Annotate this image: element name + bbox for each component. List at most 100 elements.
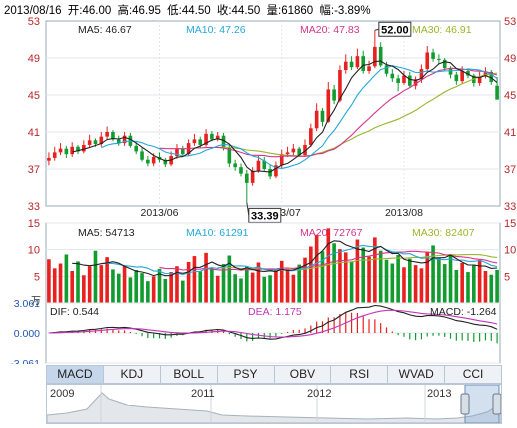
volume-bar <box>169 272 173 303</box>
volume-bar <box>477 259 482 303</box>
candle-body <box>122 135 127 144</box>
vol-legend-ma30: MA30: 82407 <box>412 227 475 239</box>
volume-bar <box>303 257 307 303</box>
price-ytick-right: 49 <box>504 53 516 65</box>
volume-bar <box>76 261 80 303</box>
candle-body <box>245 173 249 183</box>
volume-bar <box>320 251 325 303</box>
candle-body <box>58 148 63 153</box>
candle-body <box>495 85 499 100</box>
tab-cci[interactable]: CCI <box>462 367 484 381</box>
candle-body <box>116 139 121 144</box>
candle-body <box>93 140 98 145</box>
volume-bar <box>221 264 226 303</box>
candle-body <box>285 152 290 155</box>
vol-ma20-line <box>159 250 498 271</box>
tab-macd[interactable]: MACD <box>47 366 104 383</box>
volume-bar <box>268 275 272 303</box>
volume-bar <box>378 250 383 303</box>
legend-ma20: MA20: 47.83 <box>300 24 360 36</box>
tab-obv[interactable]: OBV <box>275 366 332 383</box>
candle-body <box>361 56 366 71</box>
volume-bar <box>227 255 232 303</box>
volume-bar <box>70 271 74 303</box>
volume-bar <box>87 266 92 303</box>
candle-body <box>425 52 430 70</box>
nav-year-2009: 2009 <box>50 388 74 400</box>
volume-bar <box>111 269 115 303</box>
range-navigator[interactable]: 2009 2011 2012 2013 <box>46 384 502 424</box>
candle-body <box>437 58 441 60</box>
tab-psy[interactable]: PSY <box>218 366 275 383</box>
volume-bar <box>105 257 109 303</box>
navigator-handle-right[interactable] <box>492 393 501 415</box>
volume-bar <box>256 262 261 303</box>
tab-kdj[interactable]: KDJ <box>104 366 161 383</box>
candle-body <box>407 75 412 86</box>
candle-body <box>279 154 284 166</box>
vol-legend-ma20: MA20: 72767 <box>300 227 363 239</box>
vol-legend-ma5: MA5: 54713 <box>78 227 135 239</box>
legend-ma10: MA10: 47.26 <box>186 24 246 36</box>
candle-body <box>367 66 371 71</box>
candle-body <box>70 146 74 155</box>
annotation-label: 33.39 <box>251 210 279 222</box>
volume-bar <box>297 264 301 303</box>
volume-bar <box>233 274 237 303</box>
volume-bar <box>472 264 476 303</box>
candle-body <box>210 133 214 140</box>
volume-ytick-left: 15 <box>28 218 40 230</box>
volume-bar <box>122 265 127 303</box>
macd-ytick: -3.061 <box>10 358 40 364</box>
tab-rsi[interactable]: RSI <box>331 366 389 383</box>
price-ytick-right: 33 <box>504 201 516 213</box>
ma30-line <box>217 72 498 157</box>
volume-bar <box>483 271 488 303</box>
volume-bar <box>460 263 464 303</box>
price-panel[interactable] <box>45 20 501 207</box>
volume-bar <box>192 256 197 303</box>
tab-wvad[interactable]: WVAD <box>388 366 446 383</box>
tab-boll[interactable]: BOLL <box>161 366 218 383</box>
annotation-leader <box>374 28 379 31</box>
volume-bar <box>309 246 313 303</box>
candle-body <box>233 163 237 168</box>
candle-body <box>355 56 360 68</box>
volume-bar <box>99 265 104 303</box>
candle-body <box>262 160 267 169</box>
vol-unit: 万 <box>31 296 41 307</box>
candle-body <box>163 159 168 165</box>
candle-body <box>198 139 203 145</box>
candle-body <box>52 152 57 158</box>
candle-body <box>221 135 226 148</box>
volume-bar <box>157 268 162 303</box>
nav-year-2012: 2012 <box>307 388 331 400</box>
volume-ytick-right: 10 <box>504 245 516 257</box>
candle-body <box>99 136 104 145</box>
candle-body <box>64 148 69 155</box>
annotation-box <box>248 207 282 223</box>
volume-bar <box>198 271 203 303</box>
candle-body <box>192 139 197 144</box>
ma5-line <box>72 60 498 173</box>
volume-bar <box>373 237 377 303</box>
volume-bar <box>431 245 435 303</box>
candle-body <box>349 61 354 68</box>
candle-body <box>314 110 319 129</box>
volume-bar <box>343 252 348 303</box>
candle-body <box>180 148 185 155</box>
navigator-chart[interactable]: 2009 2011 2012 2013 <box>47 385 501 423</box>
volume-bar <box>204 252 208 303</box>
volume-bar <box>332 243 336 303</box>
volume-bar <box>326 228 331 303</box>
volume-bar <box>128 277 133 303</box>
price-xtick-label: 2013/06 <box>141 207 179 219</box>
candle-body <box>146 159 150 164</box>
volume-bar <box>279 260 284 303</box>
candle-body <box>390 73 395 79</box>
vol-ma10-line <box>101 244 498 276</box>
navigator-handle-left[interactable] <box>460 393 470 415</box>
candle-body <box>297 148 301 156</box>
candle-body <box>47 157 51 161</box>
